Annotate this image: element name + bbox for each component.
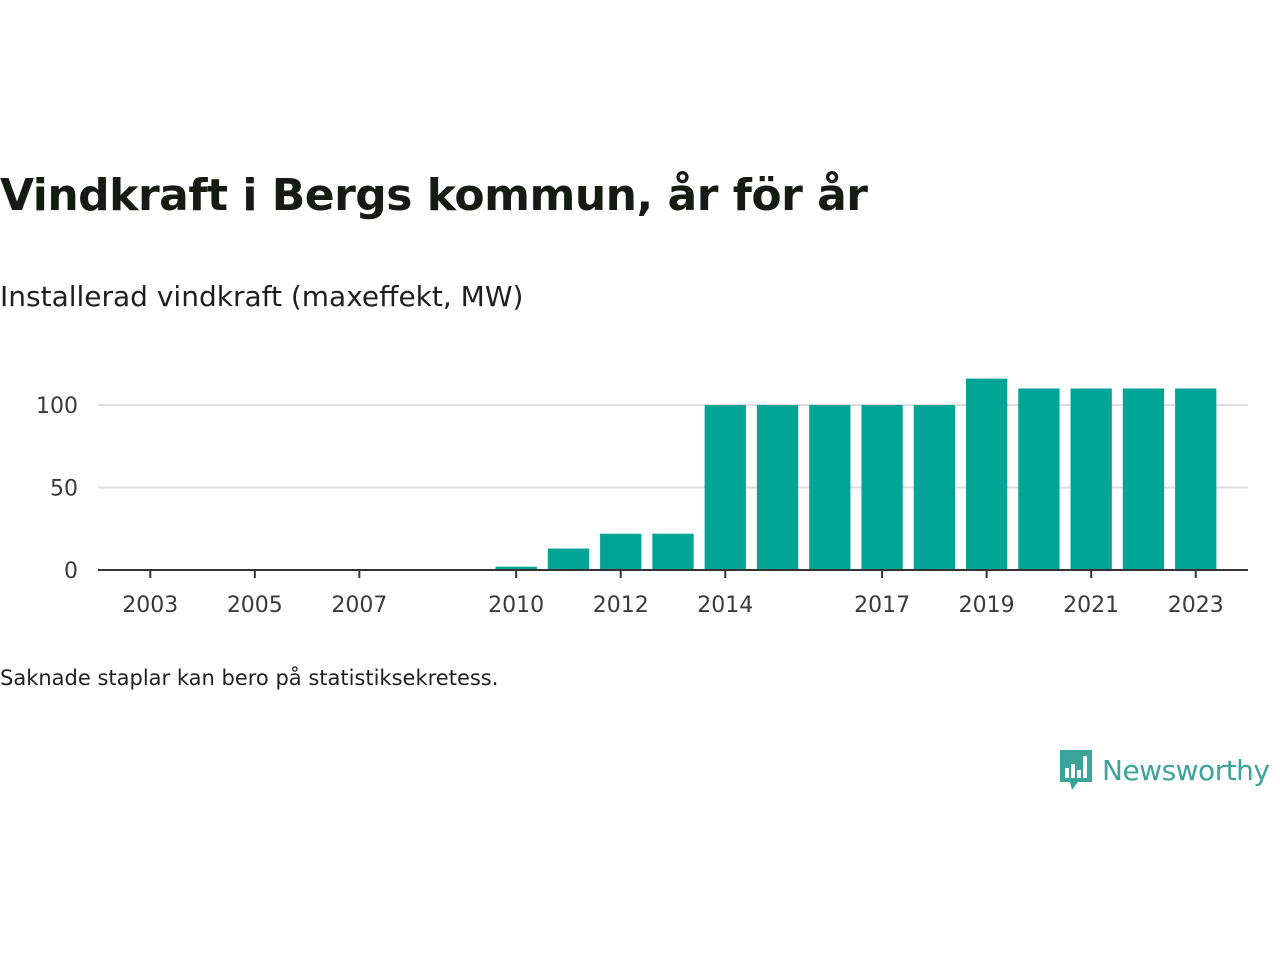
x-tick-label: 2019 [959,593,1015,618]
bar-2016 [809,405,851,570]
footnote: Saknade staplar kan bero på statistiksek… [0,666,499,690]
bar-2018 [913,405,956,570]
x-tick-label: 2012 [593,593,649,618]
x-tick-label: 2010 [488,593,544,618]
x-tick-label: 2014 [697,593,753,618]
bar-2013 [652,533,694,570]
bar-2011 [547,548,590,570]
bar-2012 [600,533,642,570]
bar-2023 [1175,388,1217,570]
x-tick-label: 2005 [227,593,283,618]
x-tick-label: 2023 [1168,593,1224,618]
y-tick-label: 0 [64,559,78,584]
bar-2019 [965,378,1008,570]
bar-2021 [1070,388,1112,570]
y-tick-label: 100 [36,394,78,419]
chart-subtitle: Installerad vindkraft (maxeffekt, MW) [0,280,524,313]
x-tick-label: 2017 [854,593,910,618]
brand-logo[interactable]: Newsworthy [1058,748,1270,792]
bar-2015 [756,405,799,570]
bar-2020 [1018,388,1060,570]
x-tick-label: 2003 [122,593,178,618]
bars [495,378,1217,570]
bar-2022 [1122,388,1165,570]
bar-2010 [495,566,537,570]
newsworthy-logo-icon [1060,750,1092,790]
brand-name: Newsworthy [1102,753,1270,787]
y-tick-label: 50 [50,477,78,502]
x-tick-label: 2007 [331,593,387,618]
bar-2017 [861,405,903,570]
axes: 0 50 100 2003 2005 2007 2010 2012 2014 2017 2019 20… [36,394,1248,618]
bar-2014 [704,405,746,570]
chart-title: Vindkraft i Bergs kommun, år för år [0,170,868,221]
bar-chart: 0 50 100 2003 2005 2007 2010 2012 2014 2017 2019 20… [36,378,1248,618]
x-tick-label: 2021 [1063,593,1119,618]
